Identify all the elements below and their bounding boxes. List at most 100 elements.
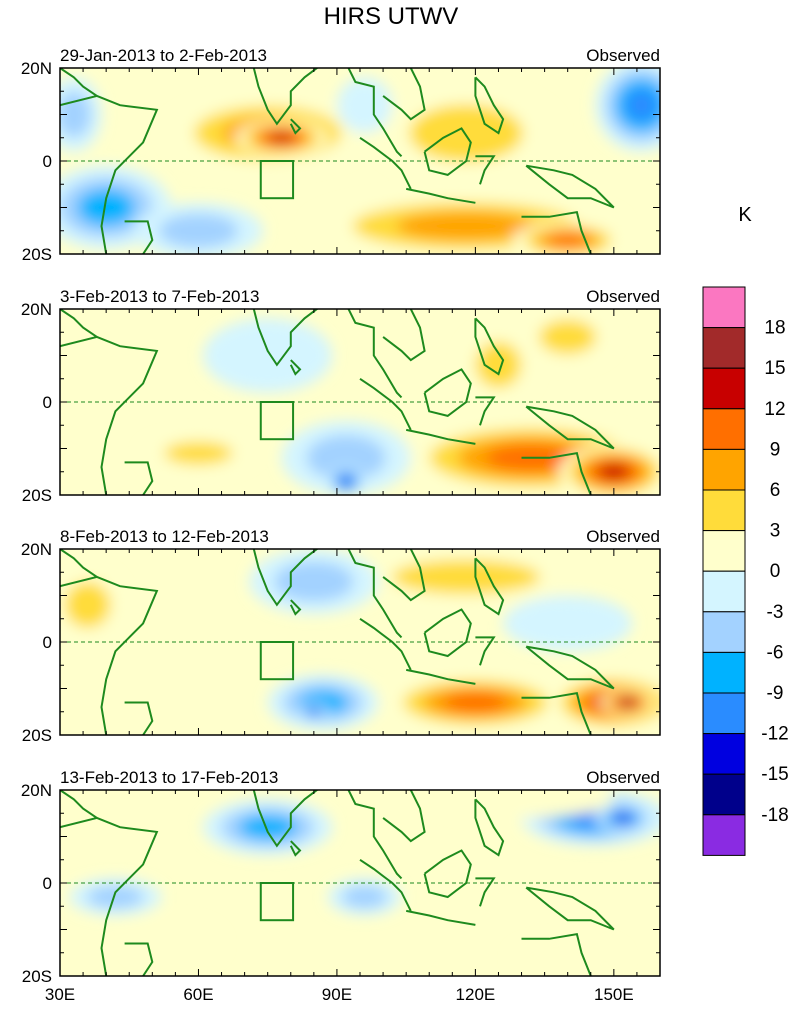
- coastline: [423, 849, 472, 899]
- coastline: [474, 557, 505, 616]
- colorbar-swatch: [702, 448, 746, 491]
- panel-observed-label: Observed: [586, 287, 660, 306]
- colorbar-swatch: [702, 286, 746, 329]
- coastline: [406, 668, 476, 685]
- panel-period-label: 29-Jan-2013 to 2-Feb-2013: [60, 46, 267, 65]
- y-tick-label: 20S: [22, 245, 52, 264]
- colorbar-label: -9: [767, 683, 784, 704]
- colorbar-swatch: [702, 367, 746, 410]
- coastline: [406, 909, 476, 926]
- panel-period-label: 3-Feb-2013 to 7-Feb-2013: [60, 287, 259, 306]
- map-panel: 13-Feb-2013 to 17-Feb-2013 Observed 20N 0 20…: [21, 768, 661, 986]
- contour-fill: [625, 89, 658, 122]
- map-panel: 8-Feb-2013 to 12-Feb-2013 Observed 20N 0 20S: [21, 527, 661, 745]
- contour-fill: [268, 132, 295, 144]
- y-tick-label: 20S: [22, 726, 52, 745]
- colorbar-label: 3: [770, 521, 781, 542]
- colorbar-label: -15: [761, 764, 788, 785]
- contour-fill: [158, 213, 239, 248]
- coastline: [475, 636, 496, 666]
- contour-fill: [443, 692, 508, 713]
- coastline: [289, 359, 302, 376]
- region-box: [259, 641, 295, 681]
- colorbar-swatch: [702, 733, 746, 775]
- coastline: [382, 549, 426, 602]
- contour-fill: [475, 341, 522, 388]
- coastline: [474, 317, 505, 376]
- contour-fill: [615, 813, 631, 822]
- coastline: [423, 608, 472, 658]
- colorbar-swatch: [702, 489, 746, 532]
- contour-fill: [64, 581, 111, 628]
- colorbar-label: 9: [770, 439, 781, 460]
- panel-observed-label: Observed: [586, 46, 660, 65]
- map-panel: 29-Jan-2013 to 2-Feb-2013 Observed 20N 0 20S: [21, 46, 661, 264]
- contour-fill: [512, 938, 624, 976]
- contour-fill: [396, 211, 536, 241]
- coastline: [382, 68, 426, 121]
- coastline: [124, 942, 154, 976]
- region-box: [259, 401, 295, 441]
- coastline: [124, 220, 154, 254]
- colorbar-swatch: [702, 651, 746, 694]
- coastline: [289, 599, 302, 616]
- coastline: [60, 549, 98, 578]
- contour-fill: [306, 434, 386, 481]
- coastline: [60, 309, 98, 338]
- coastline: [521, 451, 592, 495]
- coastline: [60, 816, 159, 976]
- colorbar-label: 15: [764, 358, 785, 379]
- x-tick-label: 60E: [183, 985, 213, 1004]
- contour-fill: [341, 885, 388, 909]
- coastline: [521, 691, 592, 735]
- colorbar-swatch: [702, 692, 746, 735]
- y-tick-label: 0: [43, 633, 52, 652]
- colorbar-label: -3: [767, 602, 784, 623]
- colorbar-label: 12: [764, 399, 785, 420]
- coastline: [289, 840, 302, 857]
- colorbar-swatch: [702, 773, 746, 816]
- coastline: [521, 211, 592, 254]
- contour-fill: [392, 559, 540, 595]
- coastline: [60, 335, 159, 495]
- colorbar: 18 15 12 9 6 3 0 -3 -6 -9 -12 -15 -18: [702, 286, 789, 856]
- y-tick-label: 20S: [22, 967, 52, 986]
- y-tick-label: 20N: [21, 300, 52, 319]
- coastline: [525, 164, 615, 209]
- coastline: [405, 187, 476, 204]
- coastline: [60, 94, 159, 254]
- colorbar-swatch: [702, 327, 746, 369]
- coastline: [175, 790, 403, 880]
- colorbar-swatch: [702, 611, 746, 653]
- panel-observed-label: Observed: [586, 768, 660, 787]
- coastline: [525, 645, 615, 690]
- map-panel: 3-Feb-2013 to 7-Feb-2013 Observed 20N 0 20S: [21, 287, 661, 505]
- coastline: [475, 396, 496, 426]
- x-tick-label: 90E: [322, 985, 352, 1004]
- coastline: [60, 575, 159, 735]
- coastline: [475, 155, 496, 185]
- y-tick-label: 20N: [21, 540, 52, 559]
- contour-fill: [129, 920, 222, 967]
- colorbar-swatch: [702, 408, 746, 450]
- coastline: [423, 127, 472, 176]
- colorbar-label: 18: [764, 318, 785, 339]
- coastline: [60, 790, 98, 819]
- coastline: [474, 798, 505, 857]
- contour-fill: [620, 699, 635, 706]
- coastline: [423, 368, 472, 417]
- contour-fill: [238, 814, 297, 840]
- coastline: [475, 877, 496, 907]
- coastline: [405, 428, 476, 445]
- contour-fill: [548, 233, 587, 247]
- contour-fill: [309, 709, 318, 715]
- coastline: [60, 68, 98, 97]
- coastline: [382, 309, 426, 362]
- coastline: [124, 461, 154, 495]
- contour-fill: [203, 318, 333, 393]
- contour-fill: [164, 441, 233, 465]
- colorbar-units-label: K: [738, 204, 752, 226]
- coastline: [289, 118, 302, 135]
- colorbar-swatch: [702, 814, 746, 856]
- coastline: [175, 68, 403, 158]
